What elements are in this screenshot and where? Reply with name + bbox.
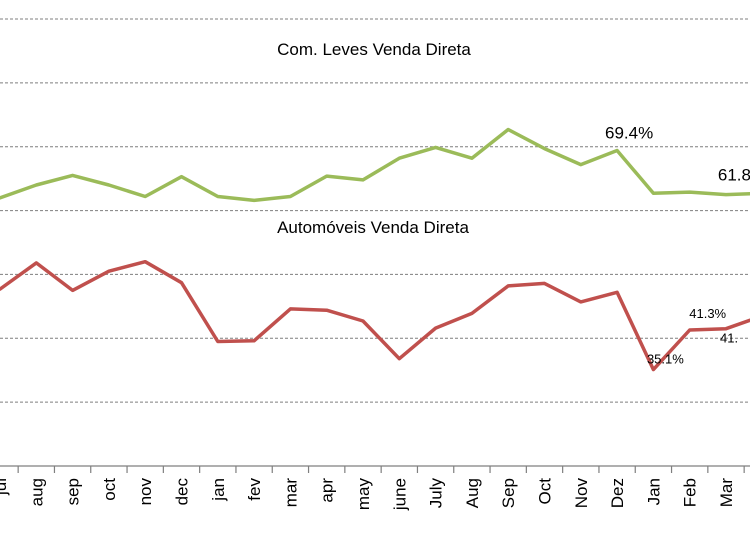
x-tick-label: fev (245, 478, 264, 501)
x-tick-label: oct (100, 478, 119, 501)
x-tick-label: mar (281, 478, 300, 508)
data-label: 61.8% (718, 166, 750, 185)
series-layer (0, 127, 750, 372)
gridlines (0, 18, 750, 403)
data-label: 41.3% (689, 306, 726, 321)
x-tick-label: apr (318, 478, 337, 503)
x-tick-label: may (354, 478, 373, 511)
x-tick-label: jul (0, 478, 10, 496)
series-line-automoveis (0, 259, 750, 372)
data-label: 69.4% (605, 124, 653, 143)
x-tick-label: Feb (681, 478, 700, 507)
x-tick-label: Mar (717, 478, 736, 508)
series-title-com-leves: Com. Leves Venda Direta (277, 40, 471, 59)
x-tick-label: nov (136, 478, 155, 506)
x-tick-label: aug (27, 478, 46, 506)
x-tick-label: July (427, 478, 446, 509)
x-tick-label: dec (173, 478, 192, 506)
series-title-automoveis: Automóveis Venda Direta (277, 218, 469, 237)
x-tick-label: Aug (463, 478, 482, 508)
x-axis: jul aug sep oct nov dec jan fev mar apr may june Jul… (0, 465, 750, 511)
x-tick-label: Sep (499, 478, 518, 508)
x-tick-label: june (390, 478, 409, 511)
x-tick-label: Jan (644, 478, 663, 505)
data-label: 41. (720, 331, 738, 346)
data-label: 35.1% (647, 352, 684, 367)
x-tick-label: Nov (572, 478, 591, 509)
x-tick-label: Oct (536, 478, 555, 505)
x-tick-label: sep (64, 478, 83, 505)
series-line-com-leves (0, 127, 750, 203)
data-labels: 69.4% 61.8% 41.3% 35.1% 41. (605, 124, 750, 367)
series-titles: Com. Leves Venda Direta Automóveis Venda… (277, 40, 471, 237)
x-tick-label: jan (209, 478, 228, 502)
x-tick-label: Dez (608, 478, 627, 508)
